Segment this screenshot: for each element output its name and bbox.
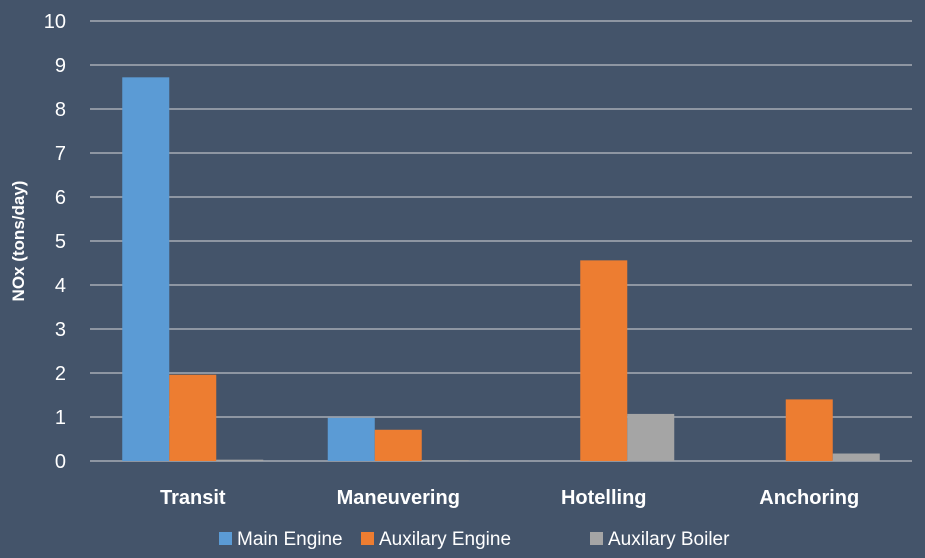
bar-hotelling-auxilary-engine [580, 260, 628, 461]
x-category-label: Hotelling [561, 487, 647, 509]
x-axis-categories: Transit Maneuvering Hotelling Anchoring [160, 487, 859, 509]
bar-transit-auxilary-engine [169, 374, 217, 461]
bar-transit-main-engine [122, 77, 170, 461]
legend-item-auxilary-boiler: Auxilary Boiler [590, 529, 730, 550]
legend: Main Engine Auxilary Engine Auxilary Boile… [219, 529, 730, 550]
y-tick-label: 8 [55, 99, 66, 121]
bars [122, 77, 880, 461]
bar-maneuvering-main-engine [327, 417, 375, 461]
y-axis-ticks: 0 1 2 3 4 5 6 7 8 9 10 [44, 11, 66, 473]
y-tick-label: 2 [55, 363, 66, 385]
bar-maneuvering-auxilary-engine [374, 429, 422, 461]
y-tick-label: 4 [55, 275, 66, 297]
x-category-label: Anchoring [759, 487, 859, 509]
gridlines [90, 20, 912, 462]
y-tick-label: 1 [55, 407, 66, 429]
legend-label: Auxilary Engine [379, 529, 511, 550]
legend-item-main-engine: Main Engine [219, 529, 343, 550]
legend-swatch [219, 532, 232, 545]
bar-anchoring-auxilary-engine [785, 399, 833, 461]
legend-swatch [590, 532, 603, 545]
bar-transit-auxilary-boiler [216, 459, 264, 461]
x-category-label: Maneuvering [337, 487, 460, 509]
y-tick-label: 3 [55, 319, 66, 341]
y-tick-label: 9 [55, 55, 66, 77]
bar-maneuvering-auxilary-boiler [421, 460, 469, 461]
legend-label: Auxilary Boiler [608, 529, 730, 550]
y-tick-label: 6 [55, 187, 66, 209]
y-tick-label: 10 [44, 11, 66, 33]
legend-label: Main Engine [237, 529, 343, 550]
bar-hotelling-auxilary-boiler [627, 413, 675, 461]
x-category-label: Transit [160, 487, 226, 509]
legend-swatch [361, 532, 374, 545]
y-tick-label: 0 [55, 451, 66, 473]
y-tick-label: 7 [55, 143, 66, 165]
y-axis-title: NOx (tons/day) [9, 181, 28, 302]
bar-anchoring-auxilary-boiler [832, 453, 880, 461]
legend-item-auxilary-engine: Auxilary Engine [361, 529, 511, 550]
y-tick-label: 5 [55, 231, 66, 253]
